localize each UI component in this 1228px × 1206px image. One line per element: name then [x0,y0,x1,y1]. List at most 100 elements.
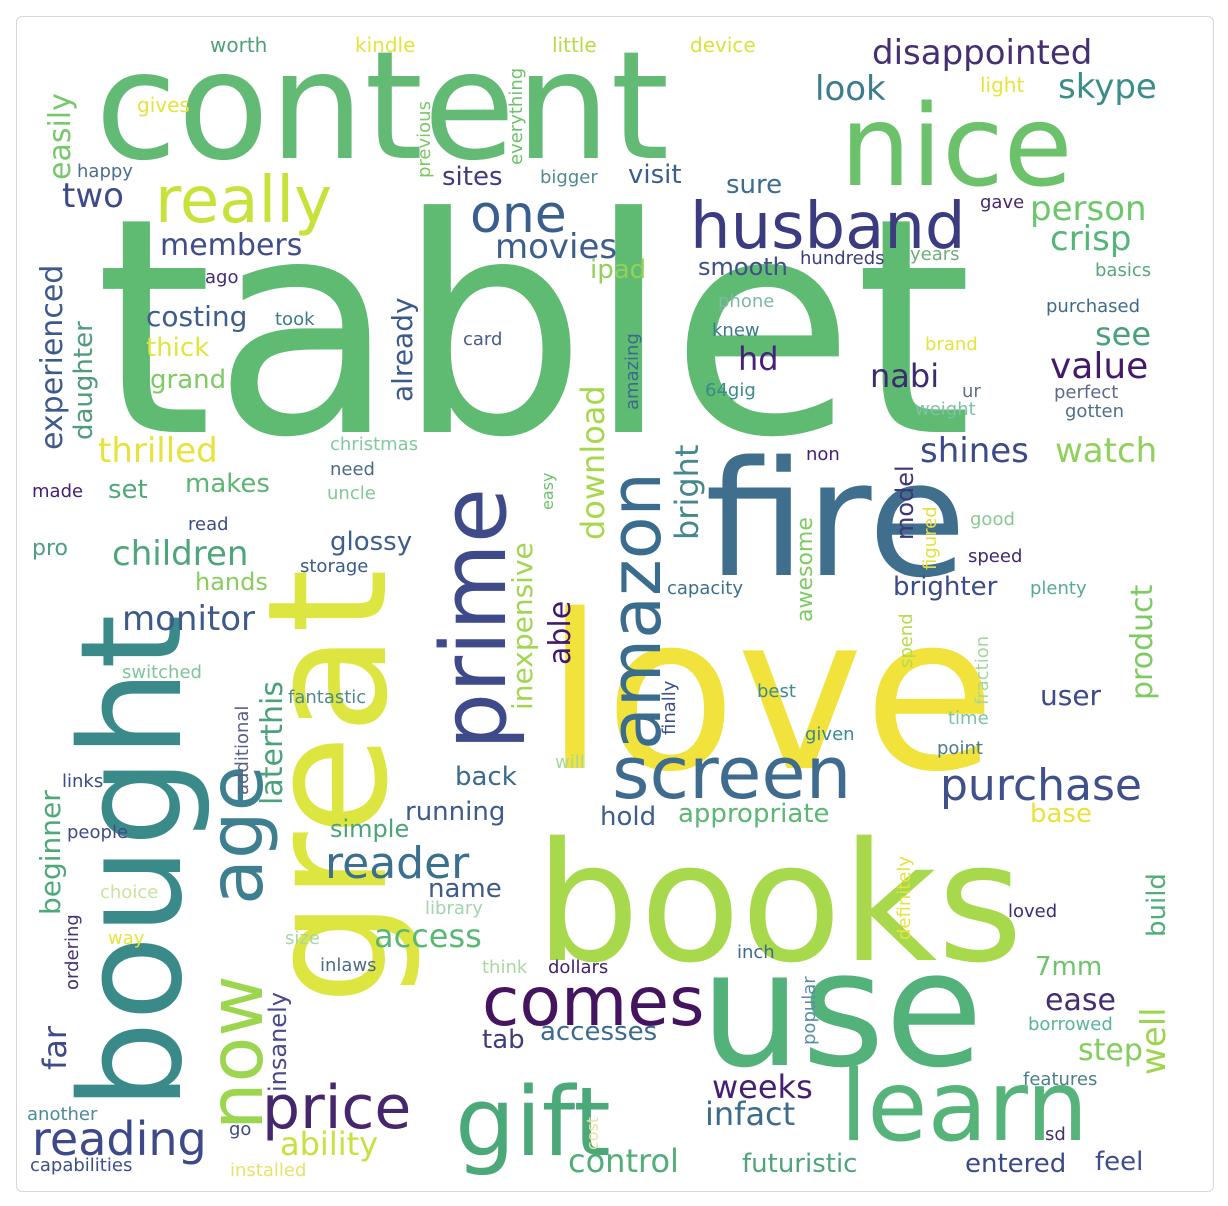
word-futuristic: futuristic [742,1149,857,1179]
word-ability: ability [280,1125,378,1163]
word-nabi: nabi [870,357,939,395]
word-brighter: brighter [893,572,998,602]
word-ipad: ipad [590,255,646,285]
word-feel: feel [1095,1147,1143,1177]
word-sites: sites [442,162,503,192]
word-thick: thick [146,333,209,363]
word-monitor: monitor [122,599,255,639]
word-children: children [112,534,248,574]
word-one: one [470,185,567,245]
word-shines: shines [920,431,1029,471]
word-spend: spend [896,613,917,668]
word-go: go [229,1119,251,1140]
word-cloud-frame [16,16,1214,1192]
word-gives: gives [137,93,190,117]
word-fire: fire [705,426,966,613]
word-product: product [1125,584,1160,700]
word-non: non [806,444,840,465]
word-base: base [1030,799,1092,829]
word-definitely: definitely [894,856,915,940]
word-appropriate: appropriate [678,799,830,829]
word-bright: bright [668,445,706,541]
word-hands: hands [195,568,268,596]
word-basics: basics [1095,260,1151,281]
word-amazing: amazing [622,333,643,410]
word-accesses: accesses [540,1017,657,1047]
word-previous: previous [414,101,435,178]
word-sd: sd [1045,1124,1066,1145]
word-laterthis: laterthis [255,681,290,805]
word-weight: weight [915,399,976,420]
word-people: people [67,822,128,843]
word-capacity: capacity [667,578,743,599]
word-dollars: dollars [548,957,608,978]
word-nice: nice [840,82,1073,212]
word-crisp: crisp [1050,219,1131,259]
word-learn: learn [840,1050,1088,1164]
word-easy: easy [538,473,557,510]
word-tab: tab [482,1025,525,1055]
word-given: given [805,724,855,745]
word-look: look [815,69,886,109]
word-best: best [757,681,796,702]
word-ease: ease [1045,983,1116,1018]
word-awesome: awesome [793,517,818,622]
word-simple: simple [330,815,409,843]
word-use: use [700,916,983,1103]
word-costing: costing [146,300,247,333]
word-well: well [1134,1007,1174,1075]
word-skype: skype [1058,67,1157,107]
word-loved: loved [1008,901,1057,922]
word-able: able [543,601,578,665]
word-ur: ur [962,381,981,402]
word-comes: comes [482,963,705,1042]
word-bigger: bigger [540,167,598,188]
word-kindle: kindle [355,33,415,57]
word-weeks: weeks [712,1068,813,1106]
word-knew: knew [712,320,760,341]
word-features: features [1023,1069,1097,1090]
word-reading: reading [32,1112,207,1166]
word-gave: gave [980,192,1024,213]
word-entered: entered [965,1149,1066,1179]
word-love: love [545,568,996,819]
word-disappointed: disappointed [872,33,1092,73]
word-good: good [970,509,1015,530]
word-perfect: perfect [1054,382,1118,403]
word-great: great [232,569,424,1005]
word-daughter: daughter [69,321,99,440]
word-infact: infact [705,1095,795,1133]
word-tablet: tablet [95,154,972,503]
word-members: members [160,228,302,263]
word-build: build [1142,873,1172,937]
word-books: books [535,807,1023,999]
word-makes: makes [185,469,270,499]
word-glossy: glossy [330,527,412,557]
word-time: time [948,708,989,729]
word-reader: reader [325,838,470,889]
word-fraction: fraction [972,636,993,705]
word-figured: figured [920,506,941,570]
word-think: think [482,957,528,978]
word-really: really [155,164,332,238]
word-experienced: experienced [35,265,70,450]
word-storage: storage [300,556,368,577]
word-brand: brand [925,334,978,355]
word-plenty: plenty [1030,578,1087,599]
word-back: back [455,762,517,792]
word-worth: worth [210,33,267,57]
word-christmas: christmas [330,434,418,455]
word-content: content [95,20,669,194]
word-beginner: beginner [34,790,67,915]
word-inlaws: inlaws [320,955,377,976]
word-easily: easily [43,93,78,180]
word-cost: cost [583,1117,602,1150]
word-finally: finally [659,680,680,735]
word-another: another [27,1104,98,1125]
word-inch: inch [737,942,775,963]
word-bought: bought [51,614,214,1110]
word-age: age [192,765,280,905]
word-ordering: ordering [62,914,83,990]
word-hold: hold [600,802,656,832]
word-inexpensive: inexpensive [506,542,539,710]
